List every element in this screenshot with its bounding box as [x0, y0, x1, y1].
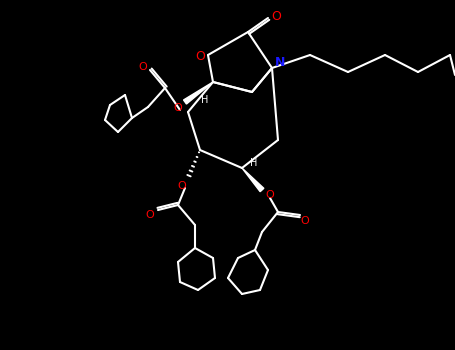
Text: O: O — [266, 190, 274, 200]
Text: O: O — [271, 9, 281, 22]
Text: O: O — [177, 181, 187, 191]
Text: H: H — [201, 95, 209, 105]
Text: O: O — [139, 62, 147, 72]
Text: O: O — [146, 210, 154, 220]
Text: O: O — [301, 216, 309, 226]
Polygon shape — [242, 168, 264, 192]
Polygon shape — [183, 82, 213, 104]
Text: O: O — [174, 103, 182, 113]
Text: N: N — [275, 56, 285, 69]
Text: H: H — [250, 158, 258, 168]
Text: O: O — [195, 50, 205, 63]
